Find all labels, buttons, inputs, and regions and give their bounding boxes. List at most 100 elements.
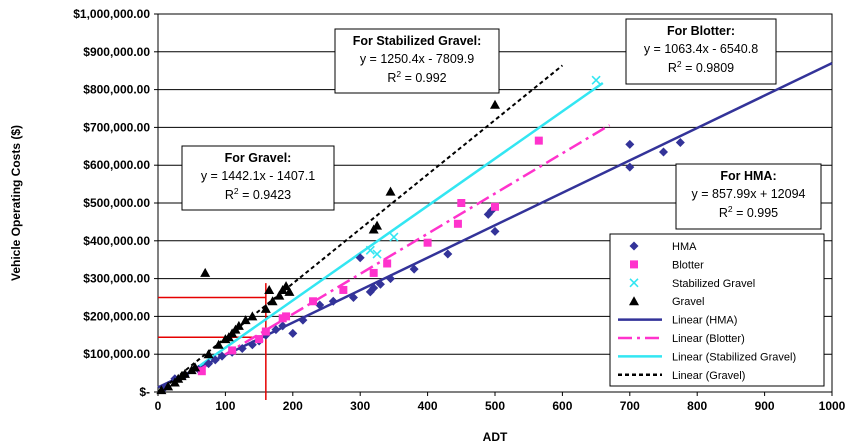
hma-point bbox=[278, 321, 288, 331]
x-tick-label: 200 bbox=[283, 399, 303, 413]
hma-point bbox=[409, 264, 419, 274]
r-label: R bbox=[387, 71, 396, 85]
blotter-point bbox=[369, 268, 378, 277]
equation-annotation: For Blotter: y = 1063.4x - 6540.8 R2 = 0.9… bbox=[625, 18, 777, 85]
hma-point bbox=[204, 359, 214, 369]
legend-marker-gravel bbox=[629, 296, 639, 306]
x-tick-label: 600 bbox=[552, 399, 572, 413]
blotter-point bbox=[457, 199, 466, 207]
hma-point bbox=[375, 279, 385, 289]
annotation-title: For HMA: bbox=[720, 169, 776, 183]
gravel-point bbox=[233, 320, 244, 330]
blotter-point bbox=[339, 285, 348, 294]
x-tick-label: 100 bbox=[215, 399, 235, 413]
legend-marker-hma bbox=[629, 241, 639, 251]
legend: HMA Blotter Stabilized Gravel Gravel Linear … bbox=[609, 233, 825, 387]
data-points bbox=[156, 75, 685, 395]
blotter-point bbox=[197, 367, 206, 376]
annotation-title: For Blotter: bbox=[667, 24, 735, 38]
gravel-point bbox=[203, 349, 214, 359]
r-superscript: 2 bbox=[396, 69, 401, 79]
annotation-equation: y = 1442.1x - 1407.1 bbox=[201, 169, 315, 183]
blotter-point bbox=[383, 259, 392, 268]
equation-annotations: For Stabilized Gravel: y = 1250.4x - 7809… bbox=[181, 18, 822, 230]
annotation-box bbox=[181, 145, 335, 211]
trendline bbox=[197, 81, 604, 368]
hma-point bbox=[288, 328, 298, 338]
r-superscript: 2 bbox=[234, 186, 239, 196]
x-tick-label: 700 bbox=[620, 399, 640, 413]
blotter-point bbox=[491, 202, 499, 211]
r-label: R bbox=[719, 206, 728, 220]
legend-label: HMA bbox=[672, 241, 697, 253]
legend-marker-stabilized-gravel bbox=[629, 278, 639, 288]
gravel-point bbox=[281, 281, 292, 291]
x-tick-label: 800 bbox=[687, 399, 707, 413]
stabilized-gravel-point bbox=[372, 249, 382, 259]
annotation-box bbox=[625, 18, 777, 85]
trendline bbox=[197, 124, 611, 372]
stabilized-gravel-point bbox=[591, 75, 601, 85]
hma-point bbox=[271, 325, 281, 335]
y-tick-label: $300,000.00 bbox=[83, 272, 150, 286]
gravel-point bbox=[260, 303, 271, 313]
legend-label: Linear (Blotter) bbox=[672, 333, 745, 345]
equation-annotation: For Stabilized Gravel: y = 1250.4x - 7809… bbox=[334, 28, 500, 94]
r-superscript: 2 bbox=[677, 59, 682, 69]
trendline bbox=[157, 61, 833, 389]
legend-label: Gravel bbox=[672, 296, 704, 308]
annotation-title: For Stabilized Gravel: bbox=[353, 34, 482, 48]
hma-point bbox=[247, 340, 257, 350]
hma-point bbox=[675, 138, 685, 148]
gravel-point bbox=[385, 186, 396, 196]
y-tick-label: $600,000.00 bbox=[83, 158, 150, 172]
blotter-point bbox=[453, 219, 462, 228]
y-tick-label: $800,000.00 bbox=[83, 83, 150, 97]
hma-point bbox=[490, 226, 500, 236]
annotation-box bbox=[334, 28, 500, 94]
x-tick-label: 500 bbox=[485, 399, 505, 413]
gravel-point bbox=[213, 339, 224, 349]
annotation-box bbox=[675, 163, 822, 230]
equation-annotation: For Gravel: y = 1442.1x - 1407.1 R2 = 0.94… bbox=[181, 145, 335, 211]
gravel-point bbox=[240, 315, 251, 325]
hma-point bbox=[298, 315, 308, 325]
blotter-point bbox=[261, 327, 270, 336]
hma-point bbox=[237, 344, 247, 354]
annotation-r-squared: R2 = 0.995 bbox=[719, 204, 778, 220]
gravel-point bbox=[179, 368, 190, 378]
hma-point bbox=[659, 147, 668, 157]
blotter-point bbox=[255, 335, 264, 344]
annotation-r-squared: R2 = 0.9809 bbox=[668, 59, 734, 75]
blotter-point bbox=[228, 346, 237, 355]
hma-point bbox=[355, 253, 365, 263]
x-tick-label: 400 bbox=[418, 399, 438, 413]
reference-lines bbox=[158, 283, 267, 400]
r-value: = 0.992 bbox=[401, 71, 447, 85]
x-tick-label: 1000 bbox=[819, 399, 846, 413]
axes: $- $100,000.00 $200,000.00 $300,000.00 $400,… bbox=[9, 7, 846, 444]
stabilized-gravel-point bbox=[365, 245, 375, 255]
annotation-equation: y = 857.99x + 12094 bbox=[692, 187, 806, 201]
stabilized-gravel-point bbox=[389, 232, 399, 242]
gravel-point bbox=[274, 290, 285, 300]
legend-label: Linear (HMA) bbox=[672, 315, 737, 327]
gravel-point bbox=[200, 267, 211, 277]
legend-label: Linear (Stabilized Gravel) bbox=[672, 351, 796, 363]
y-tick-label: $200,000.00 bbox=[83, 309, 150, 323]
x-tick-label: 0 bbox=[155, 399, 162, 413]
hma-point bbox=[625, 139, 635, 149]
legend-label: Linear (Gravel) bbox=[672, 370, 745, 382]
hma-point bbox=[625, 162, 635, 172]
y-tick-label: $100,000.00 bbox=[83, 347, 150, 361]
gravel-point bbox=[490, 99, 500, 109]
annotation-equation: y = 1063.4x - 6540.8 bbox=[644, 42, 758, 56]
x-axis-label: ADT bbox=[483, 430, 508, 444]
x-tick-label: 300 bbox=[350, 399, 370, 413]
r-value: = 0.9423 bbox=[239, 188, 292, 202]
gravel-point bbox=[372, 220, 383, 230]
y-tick-label: $400,000.00 bbox=[83, 234, 150, 248]
gravel-point bbox=[163, 381, 174, 391]
annotation-title: For Gravel: bbox=[225, 151, 292, 165]
